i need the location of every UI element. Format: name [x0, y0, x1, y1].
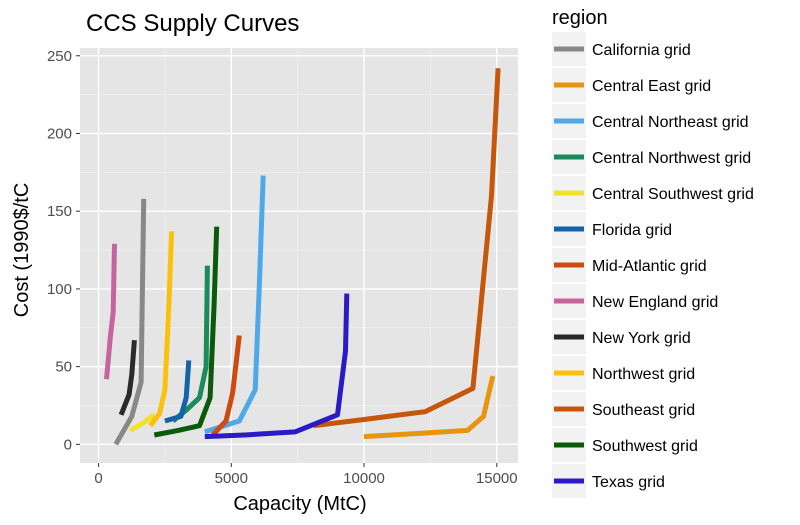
series-line-central-northeast-grid [204, 175, 266, 435]
legend-item: New York grid [552, 320, 691, 354]
series-line-central-southwest-grid [129, 412, 156, 433]
chart-title: CCS Supply Curves [86, 10, 299, 37]
legend-label: Central Northeast grid [592, 114, 749, 131]
legend-label: Texas grid [592, 474, 665, 491]
legend-item: Southwest grid [552, 428, 698, 462]
series-line-southwest-grid [153, 226, 220, 438]
legend-label: New York grid [592, 330, 691, 347]
legend-label: Southwest grid [592, 438, 698, 455]
y-axis: 0 50 100 150 200 250 [47, 48, 80, 453]
legend-item: Central Northwest grid [552, 140, 751, 174]
y-tick-label: 100 [47, 281, 72, 298]
legend-item: Mid-Atlantic grid [552, 248, 707, 282]
series-line-florida-grid [164, 360, 192, 424]
plot-panel [80, 48, 518, 463]
legend-item: Central Northeast grid [552, 104, 749, 138]
y-axis-title: Cost (1990$/tC [11, 183, 33, 318]
x-tick-label: 15000 [476, 470, 518, 487]
legend-label: New England grid [592, 294, 718, 311]
legend-label: Mid-Atlantic grid [592, 258, 707, 275]
series-line-new-england-grid [104, 243, 117, 380]
legend-label: Central East grid [592, 78, 711, 95]
series-line-texas-grid [204, 293, 350, 440]
legend-item: California grid [552, 32, 691, 66]
legend-label: California grid [592, 42, 691, 59]
x-tick-label: 0 [94, 470, 102, 487]
legend-label: Southeast grid [592, 402, 695, 419]
series-line-northwest-grid [148, 231, 175, 428]
y-tick-label: 50 [55, 359, 72, 376]
y-tick-label: 200 [47, 125, 72, 142]
legend-item: Central Southwest grid [552, 176, 754, 210]
series-line-southeast-grid [313, 68, 501, 429]
y-tick-label: 0 [64, 436, 72, 453]
legend-title: region [552, 7, 608, 29]
legend-item: Central East grid [552, 68, 711, 102]
x-axis-title: Capacity (MtC) [233, 493, 366, 515]
series-line-california-grid [113, 198, 147, 446]
panel-background [80, 48, 518, 463]
y-tick-label: 250 [47, 48, 72, 65]
series-line-mid-atlantic-grid [210, 335, 242, 437]
x-tick-label: 5000 [215, 470, 248, 487]
legend-item: Texas grid [552, 464, 665, 498]
x-tick-label: 10000 [343, 470, 385, 487]
legend-label: Northwest grid [592, 366, 695, 383]
series-line-new-york-grid [118, 340, 137, 416]
legend-item: Northwest grid [552, 356, 695, 390]
legend-label: Central Southwest grid [592, 186, 754, 203]
legend-label: Central Northwest grid [592, 150, 751, 167]
legend-label: Florida grid [592, 222, 672, 239]
legend-item: Florida grid [552, 212, 672, 246]
series-line-central-east-grid [363, 375, 496, 440]
legend: California grid Central East grid Central … [552, 32, 754, 498]
legend-item: New England grid [552, 284, 718, 318]
y-tick-label: 150 [47, 203, 72, 220]
legend-item: Southeast grid [552, 392, 695, 426]
x-axis: 0 5000 10000 15000 [94, 463, 518, 487]
